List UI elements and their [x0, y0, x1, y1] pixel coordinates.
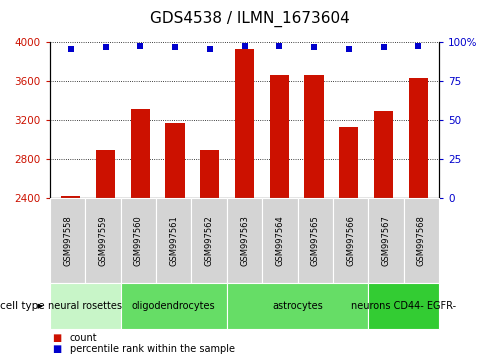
Point — [380, 44, 388, 50]
Bar — [131, 109, 150, 198]
Bar — [61, 196, 80, 198]
Text: GSM997565: GSM997565 — [311, 215, 320, 266]
Point — [67, 46, 75, 52]
Text: GSM997564: GSM997564 — [275, 215, 284, 266]
Point — [241, 43, 249, 48]
Point — [136, 43, 144, 48]
Point — [310, 44, 318, 50]
Point — [101, 44, 109, 50]
Text: GSM997558: GSM997558 — [63, 215, 72, 266]
Bar — [269, 75, 289, 198]
Point — [275, 43, 283, 48]
Bar — [374, 110, 393, 198]
Text: GSM997567: GSM997567 — [382, 215, 391, 266]
Text: GSM997568: GSM997568 — [417, 215, 426, 266]
Bar — [200, 149, 220, 198]
Bar — [96, 149, 115, 198]
Text: oligodendrocytes: oligodendrocytes — [132, 301, 216, 311]
Bar — [166, 123, 185, 198]
Text: GSM997561: GSM997561 — [169, 215, 178, 266]
Text: count: count — [70, 333, 97, 343]
Text: ■: ■ — [52, 344, 62, 354]
Text: neurons CD44- EGFR-: neurons CD44- EGFR- — [351, 301, 456, 311]
Text: GDS4538 / ILMN_1673604: GDS4538 / ILMN_1673604 — [150, 11, 349, 27]
Text: ■: ■ — [52, 333, 62, 343]
Text: cell type: cell type — [0, 301, 45, 311]
Text: GSM997560: GSM997560 — [134, 215, 143, 266]
Bar — [409, 78, 428, 198]
Bar — [235, 49, 254, 198]
Text: GSM997559: GSM997559 — [98, 215, 107, 266]
Point — [171, 44, 179, 50]
Text: GSM997563: GSM997563 — [240, 215, 249, 266]
Point — [206, 46, 214, 52]
Text: astrocytes: astrocytes — [272, 301, 323, 311]
Point — [414, 43, 422, 48]
Text: neural rosettes: neural rosettes — [48, 301, 122, 311]
Bar — [339, 127, 358, 198]
Bar — [304, 75, 323, 198]
Point — [345, 46, 353, 52]
Text: GSM997562: GSM997562 — [205, 215, 214, 266]
Text: GSM997566: GSM997566 — [346, 215, 355, 266]
Text: percentile rank within the sample: percentile rank within the sample — [70, 344, 235, 354]
